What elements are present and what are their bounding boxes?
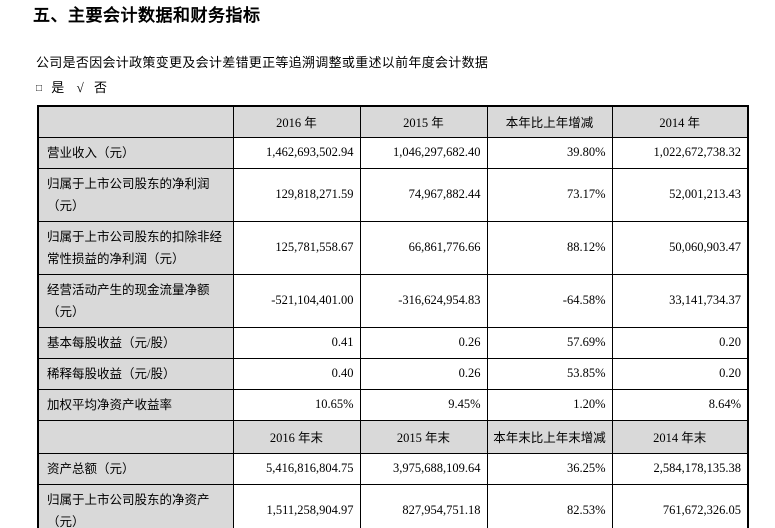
value-cell: -64.58% (486, 273, 613, 328)
row-label: 资产总额（元） (37, 452, 234, 485)
column-header: 2014 年末 (611, 419, 749, 454)
row-label: 基本每股收益（元/股） (37, 326, 234, 359)
checkbox-unchecked-icon: □ (36, 83, 43, 94)
value-cell: 1,511,258,904.97 (232, 483, 361, 528)
column-header: 2016 年末 (232, 419, 361, 454)
row-label: 归属于上市公司股东的净利润（元） (37, 167, 234, 222)
value-cell: 50,060,903.47 (611, 220, 749, 275)
column-header: 本年比上年增减 (486, 105, 613, 138)
corner-cell (37, 419, 234, 454)
restatement-question: 公司是否因会计政策变更及会计差错更正等追溯调整或重述以前年度会计数据 (36, 55, 489, 70)
value-cell: 36.25% (486, 452, 613, 485)
value-cell: -316,624,954.83 (359, 273, 488, 328)
financial-table-body: 2016 年 2015 年本年比上年增减 2014 年营业收入（元） 1,462,69… (37, 105, 749, 528)
value-cell: 5,416,816,804.75 (232, 452, 361, 485)
header-row: 2016 年末 2015 年末 本年末比上年末增减 2014 年末 (37, 419, 749, 454)
table-row: 资产总额（元） 5,416,816,804.75 3,975,688,109.64 3… (37, 452, 749, 485)
value-cell: 8.64% (611, 388, 749, 421)
value-cell: 74,967,882.44 (359, 167, 488, 222)
value-cell: 39.80% (486, 136, 613, 169)
row-label: 经营活动产生的现金流量净额（元） (37, 273, 234, 328)
value-cell: 0.26 (359, 326, 488, 359)
value-cell: 761,672,326.05 (611, 483, 749, 528)
corner-cell (37, 105, 234, 138)
choice-line: □ 是 √ 否 (36, 80, 775, 96)
value-cell: 10.65% (232, 388, 361, 421)
choice-no-label: 否 (93, 80, 107, 95)
value-cell: 53.85% (486, 357, 613, 390)
financial-indicators-table: 2016 年 2015 年本年比上年增减 2014 年营业收入（元） 1,462,69… (37, 105, 749, 528)
value-cell: 125,781,558.67 (232, 220, 361, 275)
row-label: 营业收入（元） (37, 136, 234, 169)
value-cell: 1,022,672,738.32 (611, 136, 749, 169)
value-cell: 66,861,776.66 (359, 220, 488, 275)
value-cell: 1,046,297,682.40 (359, 136, 488, 169)
table-row: 基本每股收益（元/股） 0.41 0.26 57.69% 0.20 (37, 326, 749, 359)
choice-yes-label: 是 (51, 80, 65, 95)
table-row: 营业收入（元） 1,462,693,502.94 1,046,297,682.40 3… (37, 136, 749, 169)
table-row: 稀释每股收益（元/股） 0.40 0.26 53.85% 0.20 (37, 357, 749, 390)
value-cell: 827,954,751.18 (359, 483, 488, 528)
value-cell: 1,462,693,502.94 (232, 136, 361, 169)
table-row: 归属于上市公司股东的净利润（元） 129,818,271.59 74,967,882… (37, 167, 749, 222)
value-cell: 0.26 (359, 357, 488, 390)
value-cell: 0.40 (232, 357, 361, 390)
row-label: 归属于上市公司股东的净资产（元） (37, 483, 234, 528)
column-header: 2015 年末 (359, 419, 488, 454)
value-cell: 0.20 (611, 326, 749, 359)
table-row: 归属于上市公司股东的扣除非经常性损益的净利润（元） 125,781,558.67 6… (37, 220, 749, 275)
header-row: 2016 年 2015 年本年比上年增减 2014 年 (37, 105, 749, 138)
check-mark-icon: √ (76, 80, 84, 95)
value-cell: 57.69% (486, 326, 613, 359)
value-cell: 82.53% (486, 483, 613, 528)
section-title: 五、主要会计数据和财务指标 (33, 6, 261, 25)
value-cell: 33,141,734.37 (611, 273, 749, 328)
value-cell: 129,818,271.59 (232, 167, 361, 222)
table-row: 经营活动产生的现金流量净额（元） -521,104,401.00 -316,624,… (37, 273, 749, 328)
table-row: 归属于上市公司股东的净资产（元） 1,511,258,904.97 827,954,… (37, 483, 749, 528)
value-cell: 52,001,213.43 (611, 167, 749, 222)
value-cell: -521,104,401.00 (232, 273, 361, 328)
value-cell: 73.17% (486, 167, 613, 222)
column-header: 本年末比上年末增减 (486, 419, 613, 454)
value-cell: 3,975,688,109.64 (359, 452, 488, 485)
row-label: 归属于上市公司股东的扣除非经常性损益的净利润（元） (37, 220, 234, 275)
value-cell: 2,584,178,135.38 (611, 452, 749, 485)
value-cell: 0.41 (232, 326, 361, 359)
value-cell: 0.20 (611, 357, 749, 390)
value-cell: 88.12% (486, 220, 613, 275)
value-cell: 1.20% (486, 388, 613, 421)
column-header: 2014 年 (611, 105, 749, 138)
column-header: 2015 年 (359, 105, 488, 138)
row-label: 稀释每股收益（元/股） (37, 357, 234, 390)
column-header: 2016 年 (232, 105, 361, 138)
value-cell: 9.45% (359, 388, 488, 421)
table-row: 加权平均净资产收益率 10.65% 9.45% 1.20% 8.64% (37, 388, 749, 421)
row-label: 加权平均净资产收益率 (37, 388, 234, 421)
